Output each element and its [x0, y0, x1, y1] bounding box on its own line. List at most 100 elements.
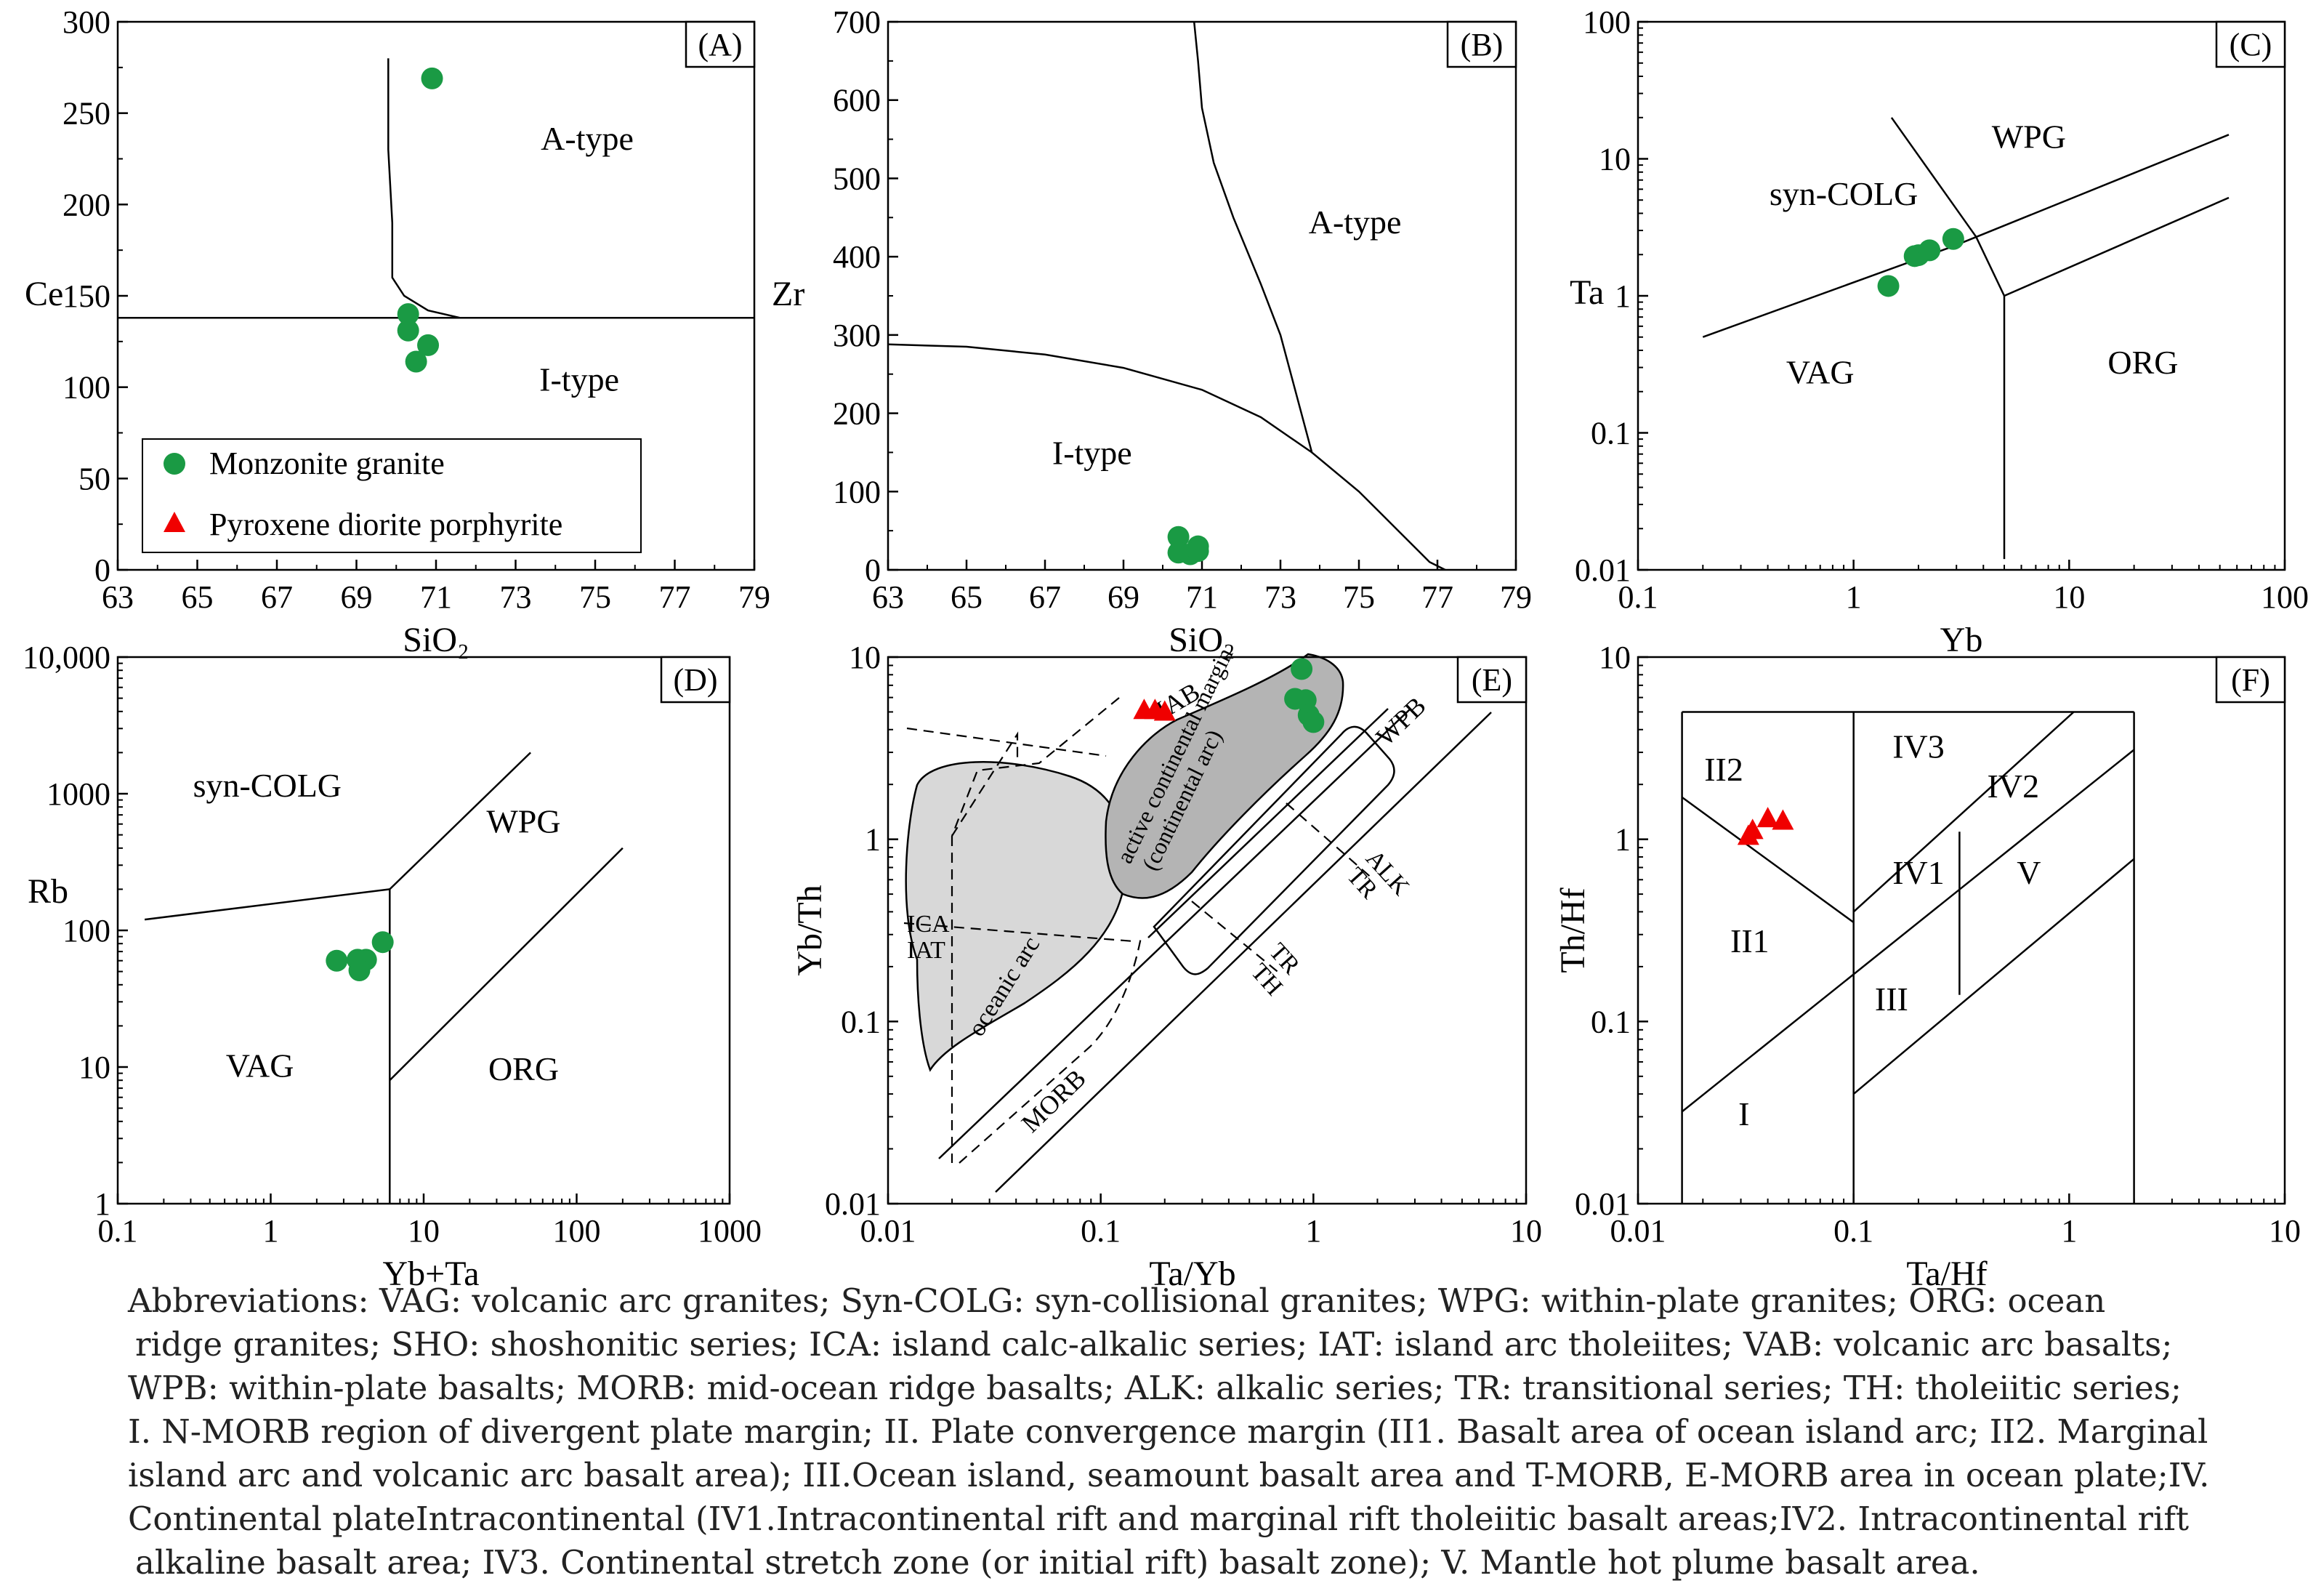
monzonite-point	[405, 350, 427, 373]
field-label: I	[1738, 1095, 1749, 1132]
x-tick-label: 73	[500, 579, 532, 615]
x-tick-label: 73	[1264, 579, 1296, 615]
field-label: I-type	[539, 361, 619, 398]
field-label: VAG	[226, 1047, 294, 1084]
field-label: syn-COLG	[193, 767, 342, 804]
alk-tr-th-box	[1153, 725, 1395, 975]
x-tick-label: 63	[102, 579, 134, 615]
panel-d: 0.1 1 10 100 1000110100100010,000(D)syn-COLG…	[23, 640, 762, 1293]
x-tick-label: 79	[738, 579, 770, 615]
monzonite-point	[1167, 526, 1190, 548]
x-tick-label: 100	[553, 1213, 601, 1249]
boundary-line	[1702, 134, 2230, 338]
y-tick-label: 400	[833, 239, 881, 275]
field-label: IAT	[907, 937, 945, 964]
monzonite-point	[371, 931, 394, 954]
y-tick-label: 200	[833, 396, 881, 432]
caption-line: Abbreviations: VAG: volcanic arc granite…	[128, 1281, 2106, 1320]
plot-frame	[1637, 656, 2286, 1205]
x-axis-label: Yb+Ta	[382, 1255, 479, 1293]
x-tick-label: 0.1	[98, 1213, 138, 1249]
field-label: I-type	[1052, 435, 1132, 472]
boundary-line	[2004, 196, 2230, 297]
x-tick-label: 10	[408, 1213, 440, 1249]
x-tick-label: 77	[659, 579, 691, 615]
panel-a: 63 65 67 69 71 73 75 77 79 0 50 100 150 200 250 300 (A) A…	[25, 4, 770, 659]
field-label: VAG	[1786, 353, 1855, 390]
monzonite-point	[417, 334, 440, 356]
field-label: WPB	[1371, 691, 1432, 752]
boundary-line	[938, 709, 1411, 1159]
x-tick-label: 65	[951, 579, 983, 615]
monzonite-point	[397, 303, 419, 326]
caption-line: WPB: within-plate basalts; MORB: mid-oce…	[128, 1369, 2182, 1407]
field-label: IV3	[1892, 728, 1945, 765]
x-tick-label: 67	[261, 579, 293, 615]
dashed-boundary	[1286, 802, 1374, 880]
y-tick-label: 1	[865, 822, 881, 858]
field-label: ORG	[488, 1050, 559, 1087]
x-tick-label: 69	[1107, 579, 1139, 615]
x-tick-label: 0.01	[860, 1213, 916, 1249]
boundary-curve	[887, 343, 1312, 454]
x-tick-label: 71	[420, 579, 452, 615]
boundary-line	[389, 847, 624, 1082]
monzonite-point	[1187, 540, 1209, 563]
x-tick-label: 71	[1186, 579, 1218, 615]
pyroxene-point	[1756, 807, 1779, 828]
caption-line: ridge granites; SHO: shoshonitic series;…	[135, 1325, 2173, 1364]
y-axis-label: Ce	[25, 275, 63, 313]
x-tick-label: 10	[1510, 1213, 1542, 1249]
y-axis-label: Rb	[28, 872, 68, 911]
y-tick-label: 10	[78, 1050, 110, 1085]
panel-tag-box	[1446, 20, 1517, 68]
y-tick-label: 1	[1615, 822, 1631, 858]
monzonite-point	[1291, 658, 1313, 680]
monzonite-point	[348, 959, 371, 981]
x-tick-label: 69	[341, 579, 373, 615]
plot-frame	[116, 656, 731, 1205]
pyroxene-point	[1741, 818, 1764, 840]
pyroxene-point	[1772, 809, 1794, 830]
x-tick-label: 1	[2061, 1213, 2077, 1249]
y-axis-label: Zr	[772, 275, 804, 313]
y-tick-label: 100	[62, 913, 110, 949]
field-label: A-type	[541, 120, 634, 157]
dashed-boundary	[906, 727, 1107, 757]
field-label: A-type	[1309, 204, 1402, 241]
panel-b: 63 65 67 69 71 73 75 77 79 0 100 200 300 400 500 600 700…	[772, 4, 1532, 659]
monzonite-point	[164, 453, 185, 475]
dashed-boundary	[951, 731, 1019, 837]
caption-line: I. N-MORB region of divergent plate marg…	[128, 1412, 2208, 1451]
panel-tag: (B)	[1461, 27, 1504, 63]
y-tick-label: 0	[865, 552, 881, 588]
boundary-line	[1147, 708, 1389, 938]
y-tick-label: 200	[62, 187, 110, 222]
y-tick-label: 10	[849, 640, 881, 675]
x-tick-label: 0.1	[1618, 579, 1658, 615]
y-tick-label: 250	[62, 96, 110, 132]
x-tick-label: 77	[1421, 579, 1453, 615]
panel-tag: (A)	[698, 27, 742, 63]
boundary-line	[1852, 858, 2135, 1095]
x-tick-label: 100	[2261, 579, 2309, 615]
y-tick-label: 100	[62, 370, 110, 406]
y-tick-label: 0.01	[1575, 1186, 1631, 1222]
field-label: ORG	[2107, 344, 2178, 381]
y-axis-label: Th/Hf	[1554, 887, 1592, 973]
y-tick-label: 10	[1599, 640, 1631, 675]
panel-tag-box	[2215, 20, 2286, 68]
caption-line: island arc and volcanic arc basalt area)…	[128, 1456, 2210, 1494]
panel-tag-box	[1456, 656, 1528, 704]
y-tick-label: 10	[1599, 142, 1631, 177]
boundary-line	[1681, 796, 1855, 924]
y-tick-label: 0.01	[1575, 552, 1631, 588]
legend-label: Monzonite granite	[209, 446, 445, 481]
field-label: IV2	[1988, 768, 2040, 805]
x-tick-label: 67	[1029, 579, 1061, 615]
monzonite-point	[1877, 275, 1900, 297]
y-tick-label: 700	[833, 4, 881, 40]
plot-frame	[887, 656, 1528, 1205]
x-tick-label: 0.1	[1081, 1213, 1121, 1249]
boundary-line	[389, 752, 531, 890]
